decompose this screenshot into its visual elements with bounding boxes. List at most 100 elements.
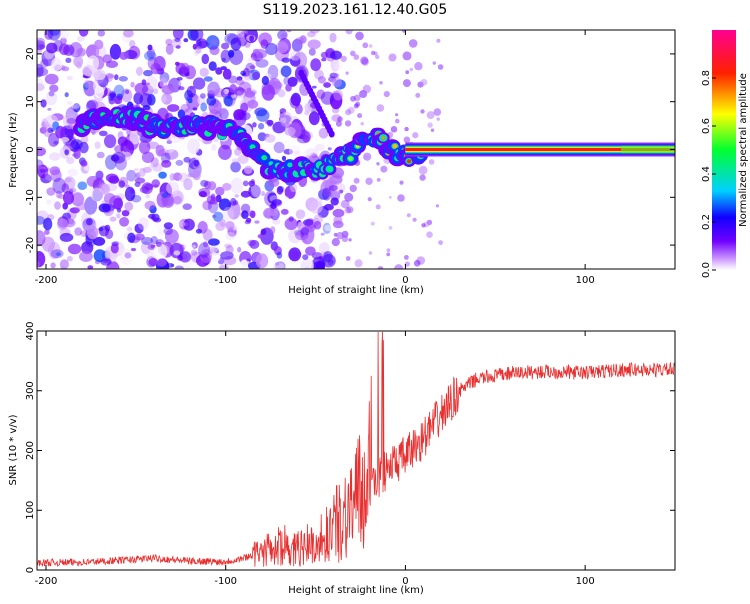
heatmap-noise-blob (360, 122, 364, 126)
heatmap-noise-blob (73, 149, 81, 160)
heatmap-noise-blob (121, 88, 133, 103)
heatmap-noise-blob (222, 68, 232, 80)
heatmap-noise-blob (419, 174, 426, 181)
heatmap-noise-blob (341, 199, 350, 209)
heatmap-noise-blob (220, 251, 234, 260)
heatmap-noise-blob (105, 173, 119, 183)
heatmap-noise-blob (264, 134, 276, 143)
heatmap-noise-blob (323, 82, 331, 88)
heatmap-noise-blob (58, 43, 70, 56)
heatmap-ridge-blob (250, 145, 255, 149)
heatmap-noise-blob (261, 75, 270, 86)
heatmap-noise-blob (175, 45, 181, 49)
heatmap-noise-blob (71, 153, 78, 158)
heatmap-noise-blob (178, 86, 185, 91)
heatmap-noise-blob (119, 248, 133, 266)
heatmap-noise-blob (37, 83, 45, 91)
heatmap-noise-blob (233, 200, 239, 206)
heatmap-noise-blob (60, 37, 67, 45)
heatmap-noise-blob (40, 99, 47, 108)
heatmap-noise-blob (94, 141, 101, 149)
heatmap-noise-blob (40, 58, 49, 68)
heatmap-noise-blob (327, 147, 332, 151)
heatmap-noise-blob (320, 91, 335, 105)
heatmap-noise-blob (161, 160, 172, 168)
heatmap-noise-blob (111, 151, 126, 164)
heatmap-noise-blob (121, 210, 130, 217)
heatmap-noise-blob (60, 137, 70, 143)
heatmap-noise-blob (188, 98, 193, 104)
heatmap-noise-blob (52, 121, 60, 130)
heatmap-noise-blob (388, 53, 397, 62)
heatmap-noise-blob (166, 181, 180, 195)
heatmap-noise-blob (300, 227, 310, 236)
heatmap-noise-blob (77, 35, 85, 42)
heatmap-noise-blob (160, 196, 167, 202)
heatmap-noise-blob (338, 189, 343, 194)
heatmap-noise-blob (257, 234, 264, 239)
heatmap-noise-blob (200, 93, 206, 99)
heatmap-noise-blob (174, 265, 184, 269)
heatmap-noise-blob (84, 79, 91, 88)
heatmap-noise-blob (215, 186, 225, 196)
heatmap-noise-blob (357, 113, 363, 119)
heatmap-noise-blob (302, 219, 314, 226)
heatmap-noise-blob (418, 165, 428, 175)
heatmap-noise-blob (47, 30, 61, 41)
heatmap-noise-blob (275, 262, 280, 266)
heatmap-noise-blob (260, 228, 267, 235)
heatmap-noise-blob (308, 48, 316, 56)
heatmap-ridge-blob (328, 167, 331, 171)
heatmap-noise-blob (221, 42, 230, 50)
heatmap-noise-blob (235, 79, 245, 85)
heatmap-noise-blob (172, 30, 184, 40)
heatmap-noise-blob (61, 183, 70, 194)
heatmap-noise-blob (172, 172, 183, 181)
heatmap-noise-blob (225, 232, 236, 241)
heatmap-noise-blob (66, 156, 75, 165)
heatmap-noise-blob (37, 63, 44, 78)
heatmap-noise-blob (84, 196, 98, 215)
heatmap-noise-blob (79, 30, 89, 37)
heatmap-noise-blob (61, 66, 70, 72)
heatmap-noise-blob (202, 228, 213, 241)
heatmap-noise-blob (37, 215, 45, 225)
heatmap-noise-blob (304, 110, 310, 116)
heatmap-noise-blob (74, 227, 83, 236)
heatmap-noise-blob (240, 102, 249, 113)
heatmap-noise-blob (164, 229, 179, 244)
heatmap-noise-blob (94, 39, 104, 50)
heatmap-noise-blob (64, 92, 69, 98)
snr-xtick-label: -200 (35, 576, 58, 587)
heatmap-noise-blob (174, 38, 181, 43)
heatmap-noise-blob (257, 132, 267, 142)
heatmap-noise-blob (360, 56, 369, 65)
heatmap-noise-blob (155, 144, 165, 157)
heatmap-noise-blob (405, 70, 410, 75)
heatmap-noise-blob (436, 117, 440, 121)
heatmap-noise-blob (180, 103, 190, 113)
heatmap-noise-blob (413, 260, 421, 267)
heatmap-noise-blob (163, 144, 175, 154)
heatmap-noise-blob (345, 30, 353, 35)
heatmap-noise-blob (362, 42, 369, 49)
heatmap-noise-blob (207, 181, 217, 191)
heatmap-noise-blob (314, 143, 325, 152)
colorbar (712, 30, 736, 270)
heatmap-noise-blob (284, 217, 298, 230)
heatmap-noise-blob (432, 61, 436, 65)
heatmap-noise-blob (94, 85, 105, 99)
heatmap-noise-blob (144, 200, 156, 210)
heatmap-noise-blob (138, 217, 149, 231)
heatmap-noise-blob (409, 67, 414, 72)
heatmap-noise-blob (265, 42, 278, 56)
heatmap-noise-blob (376, 178, 381, 182)
heatmap-noise-blob (198, 187, 211, 198)
heatmap-noise-blob (203, 76, 213, 82)
heatmap-noise-blob (375, 54, 380, 60)
heatmap-noise-blob (234, 194, 239, 198)
heatmap-band (405, 147, 675, 152)
heatmap-noise-blob (219, 107, 226, 115)
heatmap-noise-blob (260, 39, 269, 49)
heatmap-noise-blob (163, 222, 173, 230)
